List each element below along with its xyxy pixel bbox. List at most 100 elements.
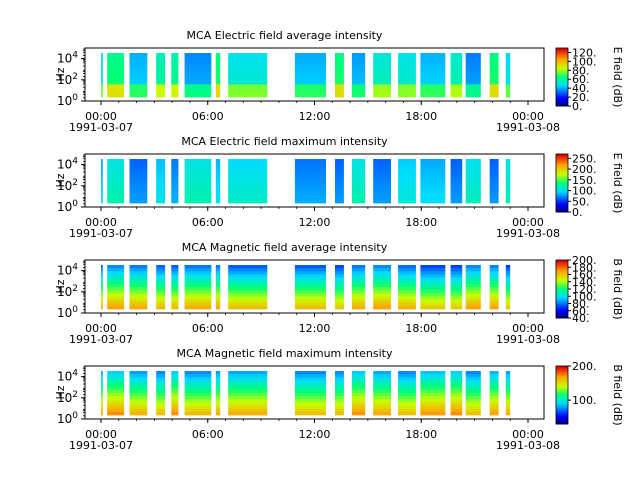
spectrogram-cell (156, 396, 166, 400)
spectrogram-cell (420, 299, 446, 304)
spectrogram-cell (129, 75, 148, 79)
data-segment (129, 53, 148, 98)
spectrogram-cell (129, 162, 148, 166)
colorbar-segment (556, 408, 568, 410)
spectrogram-cell (351, 405, 366, 410)
x-tick-label: 12:00 (299, 428, 331, 441)
spectrogram-cell (215, 287, 221, 291)
colorbar-segment (556, 198, 568, 201)
data-segment (398, 265, 416, 310)
colorbar-label: B field (dB) (611, 258, 624, 319)
spectrogram-cell (335, 190, 344, 194)
spectrogram-cell (420, 87, 446, 92)
spectrogram-cell (373, 380, 391, 384)
colorbar-segment (556, 66, 568, 69)
spectrogram-cell (505, 62, 511, 66)
spectrogram-cell (171, 90, 179, 95)
spectrogram-cell (228, 68, 268, 73)
spectrogram-cell (171, 383, 179, 388)
spectrogram-cell (398, 374, 416, 378)
spectrogram-cell (373, 71, 391, 76)
spectrogram-cell (398, 168, 416, 172)
spectrogram-cell (489, 371, 499, 375)
colorbar-tick-label: 80. (572, 64, 590, 77)
spectrogram-cell (465, 68, 481, 73)
spectrogram-cell (420, 277, 446, 282)
colorbar-segment (556, 84, 568, 87)
spectrogram-cell (156, 377, 166, 381)
colorbar-tick-label: 120. (572, 46, 597, 59)
spectrogram-cell (420, 268, 446, 272)
spectrogram-cell (101, 187, 103, 191)
spectrogram-cell (101, 290, 103, 294)
spectrogram-cell (450, 65, 463, 70)
spectrogram-cell (373, 399, 391, 403)
spectrogram-cell (373, 302, 391, 307)
spectrogram-cell (294, 277, 326, 282)
colorbar-segment (556, 92, 568, 95)
spectrogram-cell (215, 87, 221, 92)
spectrogram-cell (101, 296, 103, 300)
colorbar-segment (556, 290, 568, 293)
spectrogram-cell (450, 299, 463, 304)
colorbar-segment (556, 399, 568, 402)
spectrogram-cell (351, 299, 366, 304)
spectrogram-cell (101, 53, 103, 57)
spectrogram-cell (398, 396, 416, 400)
spectrogram-cell (335, 159, 344, 163)
spectrogram-cell (373, 81, 391, 85)
spectrogram-cell (294, 408, 326, 413)
spectrogram-cell (450, 87, 463, 92)
spectrogram-cell (450, 389, 463, 394)
data-segment (373, 53, 391, 98)
spectrogram-cell (215, 371, 221, 375)
colorbar-segment (556, 271, 568, 274)
spectrogram-cell (129, 84, 148, 88)
spectrogram-cell (156, 177, 166, 182)
spectrogram-cell (107, 71, 125, 76)
spectrogram-cell (373, 196, 391, 201)
spectrogram-cell (294, 159, 326, 163)
colorbar-segment (556, 379, 568, 381)
spectrogram-cell (156, 402, 166, 406)
spectrogram-cell (171, 165, 179, 169)
spectrogram-cell (171, 268, 179, 272)
colorbar-segment (556, 98, 568, 101)
spectrogram-cell (184, 190, 212, 194)
data-segment (107, 265, 125, 310)
spectrogram-cell (335, 277, 344, 282)
spectrogram-cell (398, 271, 416, 275)
spectrogram-cell (398, 371, 416, 375)
spectrogram-cell (465, 386, 481, 391)
spectrogram-cell (420, 71, 446, 76)
spectrogram-cell (351, 65, 366, 70)
spectrogram-cell (505, 386, 511, 391)
colorbar-segment (556, 165, 568, 168)
spectrogram-cell (294, 290, 326, 294)
colorbar-segment (556, 405, 568, 408)
spectrogram-cell (129, 299, 148, 304)
spectrogram-cell (129, 184, 148, 188)
spectrogram-cell (184, 162, 212, 166)
spectrogram-cell (373, 374, 391, 378)
spectrogram-cell (420, 53, 446, 57)
spectrogram-cell (215, 399, 221, 403)
data-segment (101, 371, 103, 416)
spectrogram-cell (335, 386, 344, 391)
panel-1: MCA Electric field average intensityHz10… (54, 29, 624, 134)
colorbar-segment (556, 410, 568, 413)
spectrogram-cell (335, 87, 344, 92)
spectrogram-cell (351, 383, 366, 388)
colorbar-segment (556, 296, 568, 299)
y-tick-label: 102 (57, 284, 78, 299)
spectrogram-cell (101, 389, 103, 394)
spectrogram-cell (156, 271, 166, 275)
spectrogram-cell (489, 78, 499, 82)
colorbar-segment (556, 61, 568, 63)
spectrogram-cell (398, 165, 416, 169)
spectrogram-cell (373, 383, 391, 388)
spectrogram-cell (156, 93, 166, 98)
spectrogram-cell (156, 268, 166, 272)
colorbar-segment (556, 74, 568, 77)
spectrogram-cell (505, 78, 511, 82)
